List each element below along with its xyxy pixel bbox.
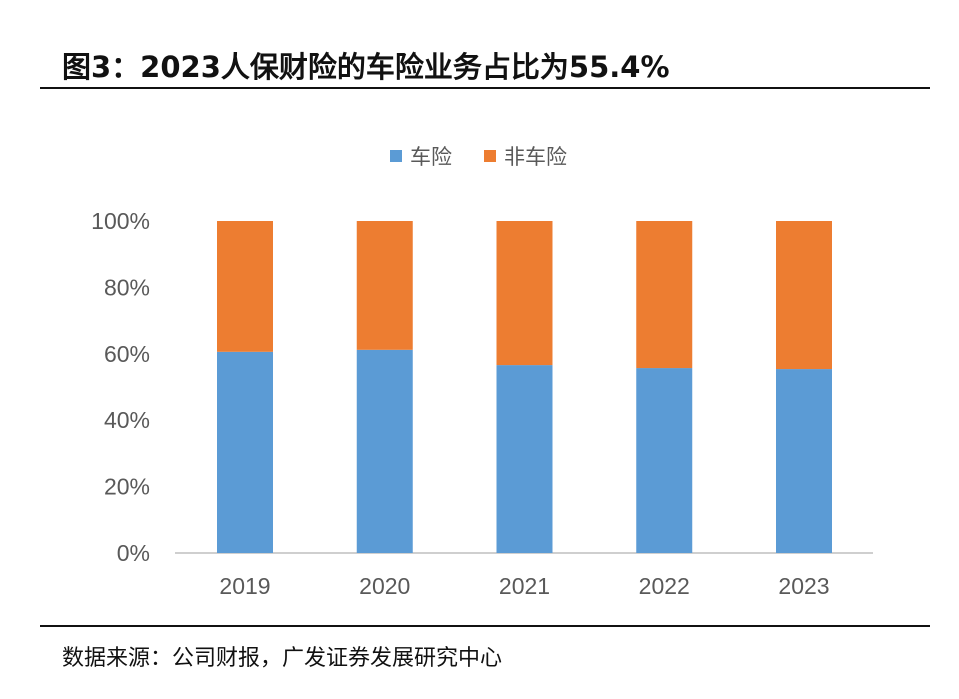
y-tick-label: 20% [104,474,150,500]
y-tick-label: 0% [117,540,150,566]
y-tick-label: 80% [104,274,150,300]
y-tick-label: 100% [91,208,150,234]
bar-车险-2020 [356,349,413,553]
x-tick-label: 2019 [219,573,270,599]
source-note: 数据来源：公司财报，广发证券发展研究中心 [62,646,503,671]
x-tick-label: 2021 [499,573,550,599]
legend-label: 非车险 [504,145,567,169]
source-rule [40,625,930,627]
bar-车险-2023 [776,369,832,553]
bar-非车险-2021 [496,221,553,366]
bar-非车险-2020 [356,221,413,350]
legend-swatch [484,150,496,162]
figure-title: 图3：2023人保财险的车险业务占比为55.4% [62,50,670,84]
bar-车险-2022 [636,368,693,553]
bar-车险-2021 [496,365,553,553]
legend-label: 车险 [410,145,452,169]
bar-非车险-2019 [217,221,273,352]
stacked-bar-chart: 0% 20% 40% 60% 80% 100% 2019 2020 2021 2022 2023 车险… [91,145,873,599]
x-tick-label: 2022 [639,573,690,599]
bar-非车险-2023 [776,221,832,370]
x-tick-label: 2020 [359,573,410,599]
title-rule [40,87,930,89]
legend-swatch [390,150,402,162]
bar-车险-2019 [217,351,273,553]
bar-非车险-2022 [636,221,693,369]
x-tick-label: 2023 [778,573,829,599]
y-tick-label: 60% [104,341,150,367]
y-tick-label: 40% [104,407,150,433]
